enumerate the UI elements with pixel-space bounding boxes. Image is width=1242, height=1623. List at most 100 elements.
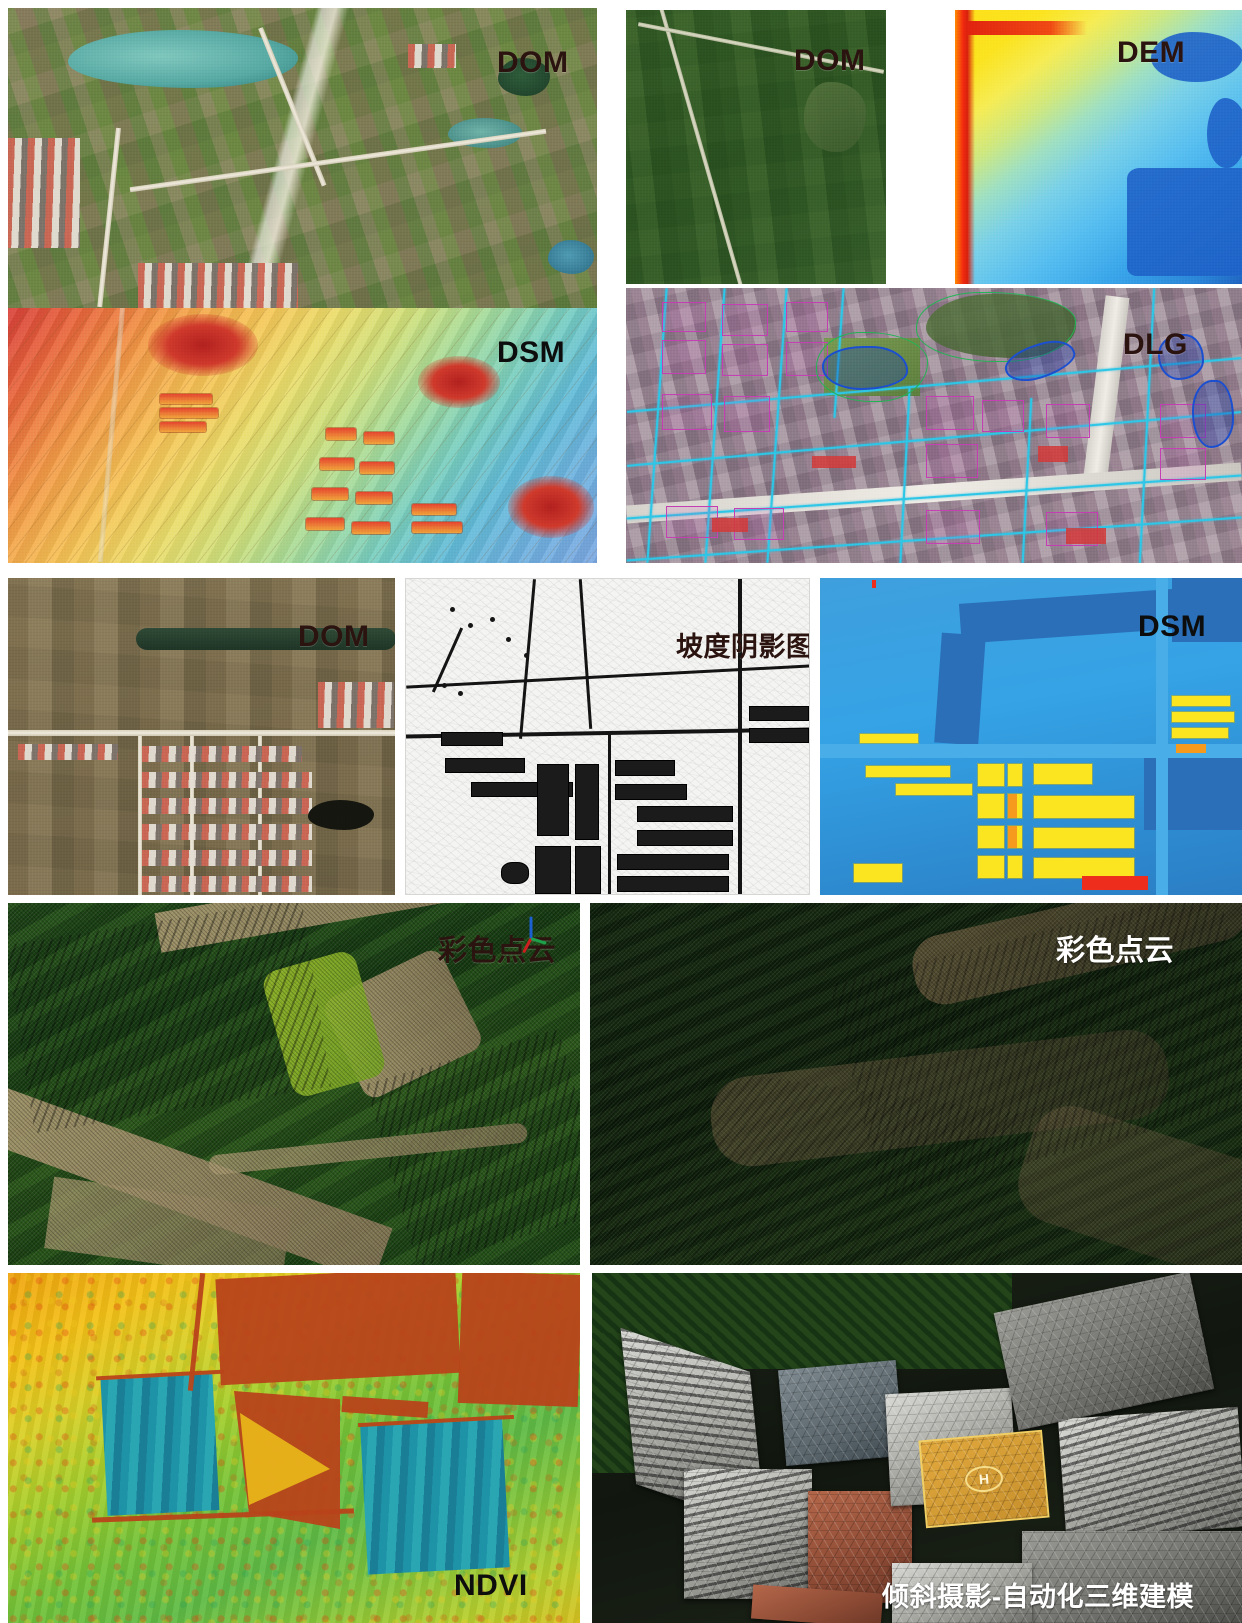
dlg-parcel-6 <box>724 396 770 432</box>
building-block-1 <box>160 394 212 404</box>
elevation-peak-2 <box>418 356 500 408</box>
dsm-bld-red <box>1082 876 1148 890</box>
hill-tree-dot-2 <box>468 623 473 628</box>
mesh-flatroof-triangles <box>778 1360 904 1466</box>
mesh-block-bottom-center <box>892 1563 1032 1623</box>
dsm-bld-core-c1 <box>978 826 1004 848</box>
dem-high-edge <box>955 10 976 284</box>
panel-point-cloud-fields[interactable]: 彩色点云 <box>8 903 580 1265</box>
village-grain <box>8 578 395 895</box>
ndvi-bare-field-top <box>215 1273 461 1386</box>
building-row-e2 <box>412 522 462 533</box>
dlg-water-polygon-4 <box>1192 380 1234 448</box>
village-street-3 <box>258 736 262 895</box>
dlg-water-polygon-1 <box>822 346 908 390</box>
dlg-parcel-1 <box>662 302 706 332</box>
building-row-c1 <box>312 488 348 500</box>
dsm-bld-w-2 <box>866 766 950 777</box>
hill-building-row-13 <box>618 877 728 891</box>
ndvi-greenhouse-block-left <box>100 1374 220 1516</box>
panel-ndvi[interactable]: NDVI <box>8 1273 580 1623</box>
village-pond <box>308 800 374 830</box>
village-houses-northeast <box>318 682 394 728</box>
dsm-road-band <box>820 744 1242 758</box>
village-street-1 <box>138 736 142 895</box>
panel-dem[interactable]: DEM <box>955 10 1242 284</box>
image-grain <box>8 8 597 308</box>
mesh-helipad: H <box>918 1429 1050 1529</box>
village-cluster-bottom <box>138 263 298 308</box>
axis-y-icon <box>530 937 547 945</box>
hill-building-row-9 <box>638 831 732 845</box>
dsm-bld-core-a3 <box>1034 764 1092 784</box>
panel-dom-village[interactable]: DOM <box>8 578 395 895</box>
panel-dsm-main[interactable]: DSM <box>8 308 597 563</box>
village-main-road <box>8 730 395 736</box>
building-row-c2 <box>356 492 392 504</box>
dem-low-area-2 <box>1127 168 1242 276</box>
panel-dom-fields[interactable]: DOM <box>626 10 886 284</box>
dsm-bld-core-c3 <box>1034 828 1134 848</box>
dsm-bld-core-a1 <box>978 764 1004 786</box>
mesh-block-bottom-right <box>1022 1531 1242 1623</box>
dsm-bld-ne-3 <box>1172 728 1228 738</box>
dlg-red-roof-2 <box>1038 446 1068 462</box>
village-canal <box>136 628 395 650</box>
dsm-bld-core-b3 <box>1034 796 1134 818</box>
village-cluster-left <box>8 138 80 248</box>
dlg-parcel-9 <box>926 396 974 430</box>
village-houses-row3 <box>142 798 312 814</box>
hill-building-row-8 <box>638 807 732 821</box>
dlg-parcel-14 <box>1160 448 1206 480</box>
ndvi-greenhouse-block-right <box>360 1419 510 1575</box>
dsm-bld-core-a2 <box>1008 764 1022 786</box>
dlg-red-roof-4 <box>1066 528 1106 544</box>
village-houses-row1 <box>142 746 302 762</box>
hill-building-row-4 <box>538 765 568 835</box>
hill-tree-dot-4 <box>506 637 511 642</box>
dlg-parcel-2 <box>662 340 706 374</box>
dem-low-area-3 <box>1207 98 1242 168</box>
building-row-d2 <box>352 522 390 534</box>
dem-low-area-1 <box>1151 32 1242 82</box>
hill-tree-dot-6 <box>442 683 447 688</box>
dlg-parcel-17 <box>926 510 980 544</box>
panel-slope-shade[interactable]: 坡度阴影图 <box>405 578 810 895</box>
village-street-2 <box>190 736 194 895</box>
hill-building-row-6 <box>616 761 674 775</box>
panel-dom-main[interactable]: DOM <box>8 8 597 308</box>
panel-point-cloud-hills[interactable]: 彩色点云 <box>590 903 1242 1265</box>
elevation-peak-3 <box>508 476 594 538</box>
dsm-bld-ne-2 <box>1172 712 1234 722</box>
mesh-block-right-lower-triangles <box>1058 1406 1242 1540</box>
hill-boundary-5 <box>738 579 742 894</box>
dsm-bld-core-b1 <box>978 794 1004 818</box>
building-row-d1 <box>306 518 344 530</box>
building-row-a2 <box>364 432 394 444</box>
axis-z-icon <box>529 916 533 939</box>
dlg-red-roof-1 <box>812 456 856 468</box>
panel-dsm-village[interactable]: DSM <box>820 578 1242 895</box>
mesh-block-lowleft-windows <box>684 1469 812 1599</box>
point-cloud-hills-dither <box>590 903 1242 1265</box>
dsm-low-block-3 <box>1172 578 1242 642</box>
hill-boundary-6 <box>608 733 611 894</box>
dsm-bld-red-tiny <box>872 580 876 588</box>
reservoir <box>68 30 298 88</box>
building-block-3 <box>160 422 206 432</box>
village-houses-west <box>18 744 118 760</box>
village-houses-row4 <box>142 824 312 840</box>
hill-building-row-2 <box>446 759 524 772</box>
dlg-water-polygon-3 <box>1158 334 1204 380</box>
building-block-2 <box>160 408 218 418</box>
panel-dlg[interactable]: DLG <box>626 288 1242 563</box>
dlg-parcel-11 <box>926 444 978 478</box>
contour-lines <box>8 308 597 563</box>
pond-small-1 <box>498 58 550 96</box>
dsm-bld-core-d2 <box>1008 856 1022 878</box>
panel-oblique-3d[interactable]: H 倾斜摄影-自动化三维建模 <box>592 1273 1242 1623</box>
point-cloud-dither <box>8 903 580 1265</box>
dem-grain <box>955 10 1242 284</box>
dlg-parcel-12 <box>1046 404 1090 438</box>
dsm-bld-orange-strip-2 <box>1008 826 1017 848</box>
